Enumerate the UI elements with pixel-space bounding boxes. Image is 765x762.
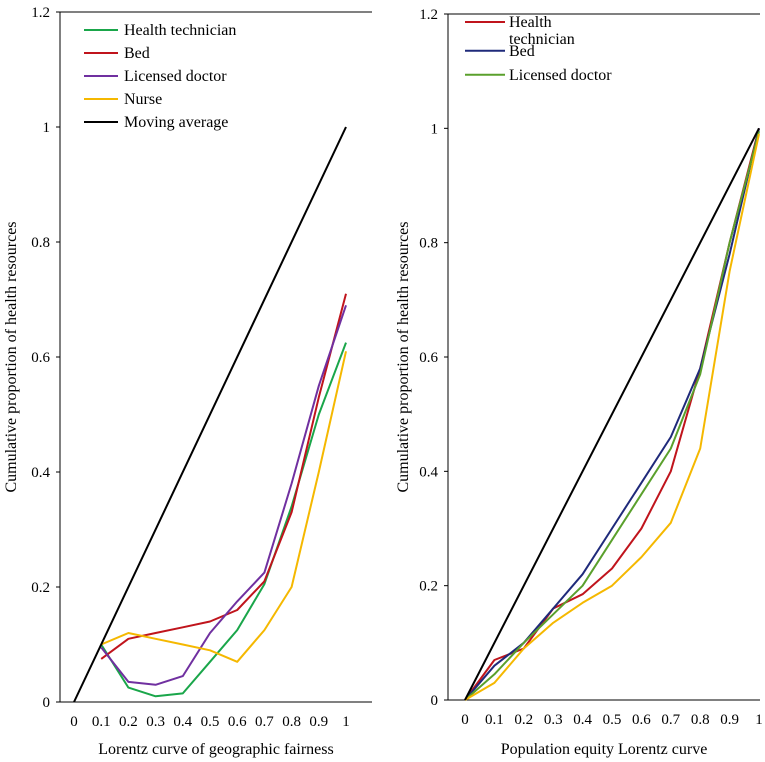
y-tick-label: 1 (43, 120, 51, 136)
legend-label: Licensed doctor (124, 68, 227, 85)
series-line-licensed-doctor (100, 304, 347, 686)
series-line-moving-average (73, 126, 347, 703)
right-chart-panel: 0 0.2 0.4 0.6 0.8 1 1.2 0 0.1 0.2 0.3 0.4 0.5 0.6 0.7 0… (395, 7, 763, 758)
series-line-moving-average (464, 127, 760, 701)
y-tick-label: 1 (431, 121, 439, 137)
left-chart-panel: 0 0.2 0.4 0.6 0.8 1 1.2 0 0.1 0.2 0.3 0.4 0.5 0.6 0.7 0… (3, 5, 372, 758)
series-line-health-technician (100, 342, 347, 698)
x-tick-label: 0.8 (691, 712, 710, 728)
x-tick-label: 0 (70, 714, 78, 730)
y-tick-label: 0.8 (31, 235, 50, 251)
y-tick-label: 1.2 (31, 5, 50, 21)
x-tick-label: 0.7 (255, 714, 274, 730)
x-tick-label: 0.1 (485, 712, 504, 728)
legend-label-line: technician (509, 31, 575, 48)
y-tick-label: 0.4 (419, 464, 438, 480)
y-axis-title: Cumulative proportion of health resource… (3, 221, 20, 492)
y-axis-title: Cumulative proportion of health resource… (395, 221, 412, 492)
x-axis-title: Population equity Lorentz curve (501, 741, 708, 758)
x-tick-label: 0.7 (661, 712, 680, 728)
legend-label: Moving average (124, 114, 228, 131)
x-tick-label: 0.3 (146, 714, 165, 730)
legend-label: Bed (124, 45, 150, 62)
x-tick-label: 1 (755, 712, 763, 728)
y-tick-label: 0 (431, 693, 439, 709)
series-line-nurse (100, 351, 347, 663)
legend-label-line: Health technician (124, 22, 236, 39)
y-tick-label: 0.2 (419, 579, 438, 595)
x-tick-label: 0.6 (632, 712, 651, 728)
series-line-nurse (464, 133, 760, 701)
x-tick-label: 0.2 (119, 714, 138, 730)
x-tick-label: 0 (461, 712, 469, 728)
series-line-bed (100, 293, 347, 660)
y-tick-label: 0.6 (31, 350, 50, 366)
x-tick-label: 0.1 (92, 714, 111, 730)
legend-label: Licensed doctor (509, 67, 612, 84)
x-tick-label: 1 (342, 714, 350, 730)
y-tick-label: 0.8 (419, 236, 438, 252)
legend-label-line: Moving average (124, 114, 228, 131)
x-tick-label: 0.4 (173, 714, 192, 730)
series-line-licensed-doctor (464, 130, 760, 701)
y-tick-label: 0.4 (31, 465, 50, 481)
legend-label-line: Health (509, 14, 552, 31)
x-tick-label: 0.3 (544, 712, 563, 728)
legend-label-line: Bed (124, 45, 150, 62)
y-tick-label: 0 (43, 695, 51, 711)
x-tick-label: 0.6 (228, 714, 247, 730)
x-tick-label: 0.5 (201, 714, 220, 730)
x-tick-label: 0.9 (720, 712, 739, 728)
legend-label-line: Bed (509, 43, 535, 60)
y-tick-label: 1.2 (419, 7, 438, 23)
x-axis-title: Lorentz curve of geographic fairness (98, 741, 333, 758)
y-tick-label: 0.6 (419, 350, 438, 366)
x-tick-label: 0.5 (603, 712, 622, 728)
legend-label: Nurse (124, 91, 162, 108)
legend-label: Health technician (124, 22, 236, 39)
x-tick-label: 0.2 (514, 712, 533, 728)
legend-label: Bed (509, 43, 535, 60)
legend-label-line: Licensed doctor (124, 68, 227, 85)
legend-label-line: Nurse (124, 91, 162, 108)
x-tick-label: 0.9 (309, 714, 328, 730)
x-tick-label: 0.4 (573, 712, 592, 728)
legend-label-line: Licensed doctor (509, 67, 612, 84)
legend-label: Health technician (509, 14, 575, 48)
x-tick-label: 0.8 (282, 714, 301, 730)
y-tick-label: 0.2 (31, 580, 50, 596)
